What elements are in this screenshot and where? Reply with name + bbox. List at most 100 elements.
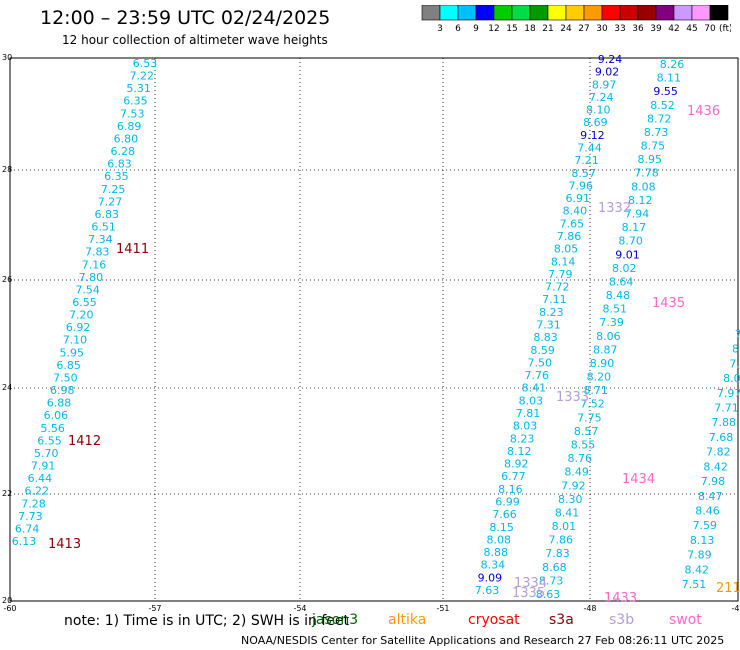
colorbar-tick-label: 36 <box>632 24 644 34</box>
pass-time-label: 1334 <box>514 576 547 591</box>
wave-height-value: 8.64 <box>609 275 634 288</box>
wave-height-value: 7.96 <box>568 179 593 192</box>
wave-height-value: 8.11 <box>657 72 682 85</box>
lat-label: 24 <box>2 383 12 392</box>
lat-label: 22 <box>2 489 12 498</box>
pass-time-label: 1333 <box>556 390 589 405</box>
wave-height-value: 8.88 <box>484 546 509 559</box>
colorbar-swatch <box>709 5 729 21</box>
wave-height-value: 7.65 <box>560 217 585 230</box>
wave-height-value: 6.35 <box>104 170 129 183</box>
wave-height-value: 7.81 <box>516 407 541 420</box>
wave-height-value: 9.01 <box>615 248 640 261</box>
wave-height-value: 8.97 <box>592 78 617 91</box>
colorbar-tick-label: 70 <box>704 24 716 34</box>
wave-height-value: 8.83 <box>533 331 558 344</box>
wave-height-value: 8.23 <box>510 432 535 445</box>
wave-height-value: 8.75 <box>641 140 666 153</box>
lon-label: -60 <box>3 604 16 613</box>
pass-time-label: 1411 <box>116 242 149 257</box>
pass-time-label: 1435 <box>652 296 685 311</box>
colorbar-tick-label: 27 <box>578 24 589 34</box>
colorbar-tick-label: 6 <box>455 24 461 34</box>
wave-height-value: 8.73 <box>644 126 669 139</box>
colorbar-unit: (ft) <box>719 24 731 34</box>
wave-height-value: 8.55 <box>571 439 596 452</box>
wave-height-value: 8.68 <box>542 561 567 574</box>
wave-height-value: 8.02 <box>612 262 637 275</box>
colorbar-tick-label: 39 <box>650 24 662 34</box>
pass-time-label: 211 <box>716 581 740 596</box>
wave-height-value: 7.83 <box>545 547 570 560</box>
colorbar-tick-label: 9 <box>473 24 479 34</box>
lon-label: -48 <box>583 604 596 613</box>
wave-height-value: 7.82 <box>706 446 731 459</box>
wave-height-value: 7.52 <box>580 398 605 411</box>
legend-item-jason3: jason3 <box>312 612 359 628</box>
wave-height-value: 7.20 <box>69 309 94 322</box>
wave-height-value: 8.23 <box>539 306 564 319</box>
wave-height-value: 8.76 <box>568 452 593 465</box>
wave-height-value: 8.48 <box>606 289 631 302</box>
wave-height-value: 7.97 <box>717 387 740 400</box>
wave-height-value: 9.09 <box>478 571 503 584</box>
wave-height-value: 6.53 <box>133 57 158 70</box>
wave-height-value: 7.68 <box>709 431 734 444</box>
wave-height-value: 7.39 <box>599 316 624 329</box>
wave-height-value: 8.59 <box>530 344 555 357</box>
wave-height-value: 8.42 <box>703 460 728 473</box>
wave-height-value: 8.40 <box>563 205 588 218</box>
lon-label: -45 <box>731 604 740 613</box>
wave-height-value: 8.06 <box>596 330 621 343</box>
wave-height-value: 6.80 <box>114 132 139 145</box>
wave-height-value: 8.49 <box>564 466 589 479</box>
wave-height-value: 7.25 <box>101 183 126 196</box>
wave-height-value: 6.85 <box>56 359 81 372</box>
wave-height-value: 6.98 <box>50 384 75 397</box>
wave-height-value: 7.54 <box>75 283 100 296</box>
wave-height-value: 8.92 <box>504 458 529 471</box>
pass-time-label: 1335 <box>512 586 545 601</box>
wave-height-value: 6.55 <box>72 296 97 309</box>
legend-item-altika: altika <box>388 612 427 628</box>
wave-height-value: 7.16 <box>82 258 107 271</box>
wave-height-value: 8.63 <box>536 588 561 601</box>
wave-height-value: 7.91 <box>31 460 56 473</box>
wave-height-value: 6.74 <box>15 522 40 535</box>
lon-label: -51 <box>436 604 449 613</box>
lat-label: 28 <box>2 165 12 174</box>
wave-height-value: 8.17 <box>622 221 647 234</box>
wave-height-value: 7.53 <box>120 107 145 120</box>
wave-height-value: 5.95 <box>60 346 85 359</box>
wave-height-value: 7. <box>729 357 740 370</box>
wave-height-value: 9.55 <box>653 85 678 98</box>
wave-height-value: 8.0 <box>723 372 740 385</box>
footer-note: note: 1) Time is in UTC; 2) SWH is in fe… <box>64 613 350 629</box>
wave-height-value: 8.51 <box>603 303 628 316</box>
wave-height-value: 7.78 <box>634 167 659 180</box>
pass-time-label: 1332 <box>598 201 631 216</box>
wave-height-value: 6.22 <box>24 485 49 498</box>
wave-height-value: 6.51 <box>91 221 116 234</box>
wave-height-value: 7.66 <box>492 508 517 521</box>
wave-height-value: 8.69 <box>583 116 608 129</box>
wave-height-value: 8.47 <box>698 490 723 503</box>
lon-label: -57 <box>148 604 161 613</box>
wave-height-value: 7.31 <box>536 319 561 332</box>
colorbar-tick-label: 30 <box>596 24 608 34</box>
lat-label: 20 <box>2 596 12 605</box>
wave-height-value: 6.44 <box>28 472 53 485</box>
wave-height-value: 9.12 <box>580 129 605 142</box>
wave-height-value: 7.51 <box>682 578 707 591</box>
wave-height-value: 7.22 <box>130 70 155 83</box>
legend-item-swot: swot <box>669 612 702 628</box>
wave-height-value: 8.03 <box>513 420 538 433</box>
wave-height-value: 8.20 <box>587 371 612 384</box>
wave-height-value: 8.72 <box>647 112 672 125</box>
credit-line: NOAA/NESDIS Center for Satellite Applica… <box>241 634 725 647</box>
wave-height-value: 8.73 <box>539 574 564 587</box>
wave-height-value: 7.34 <box>88 233 113 246</box>
wave-height-value: 7.59 <box>693 519 718 532</box>
colorbar-tick-label: 15 <box>506 24 517 34</box>
colorbar-tick-label: 18 <box>524 24 536 34</box>
